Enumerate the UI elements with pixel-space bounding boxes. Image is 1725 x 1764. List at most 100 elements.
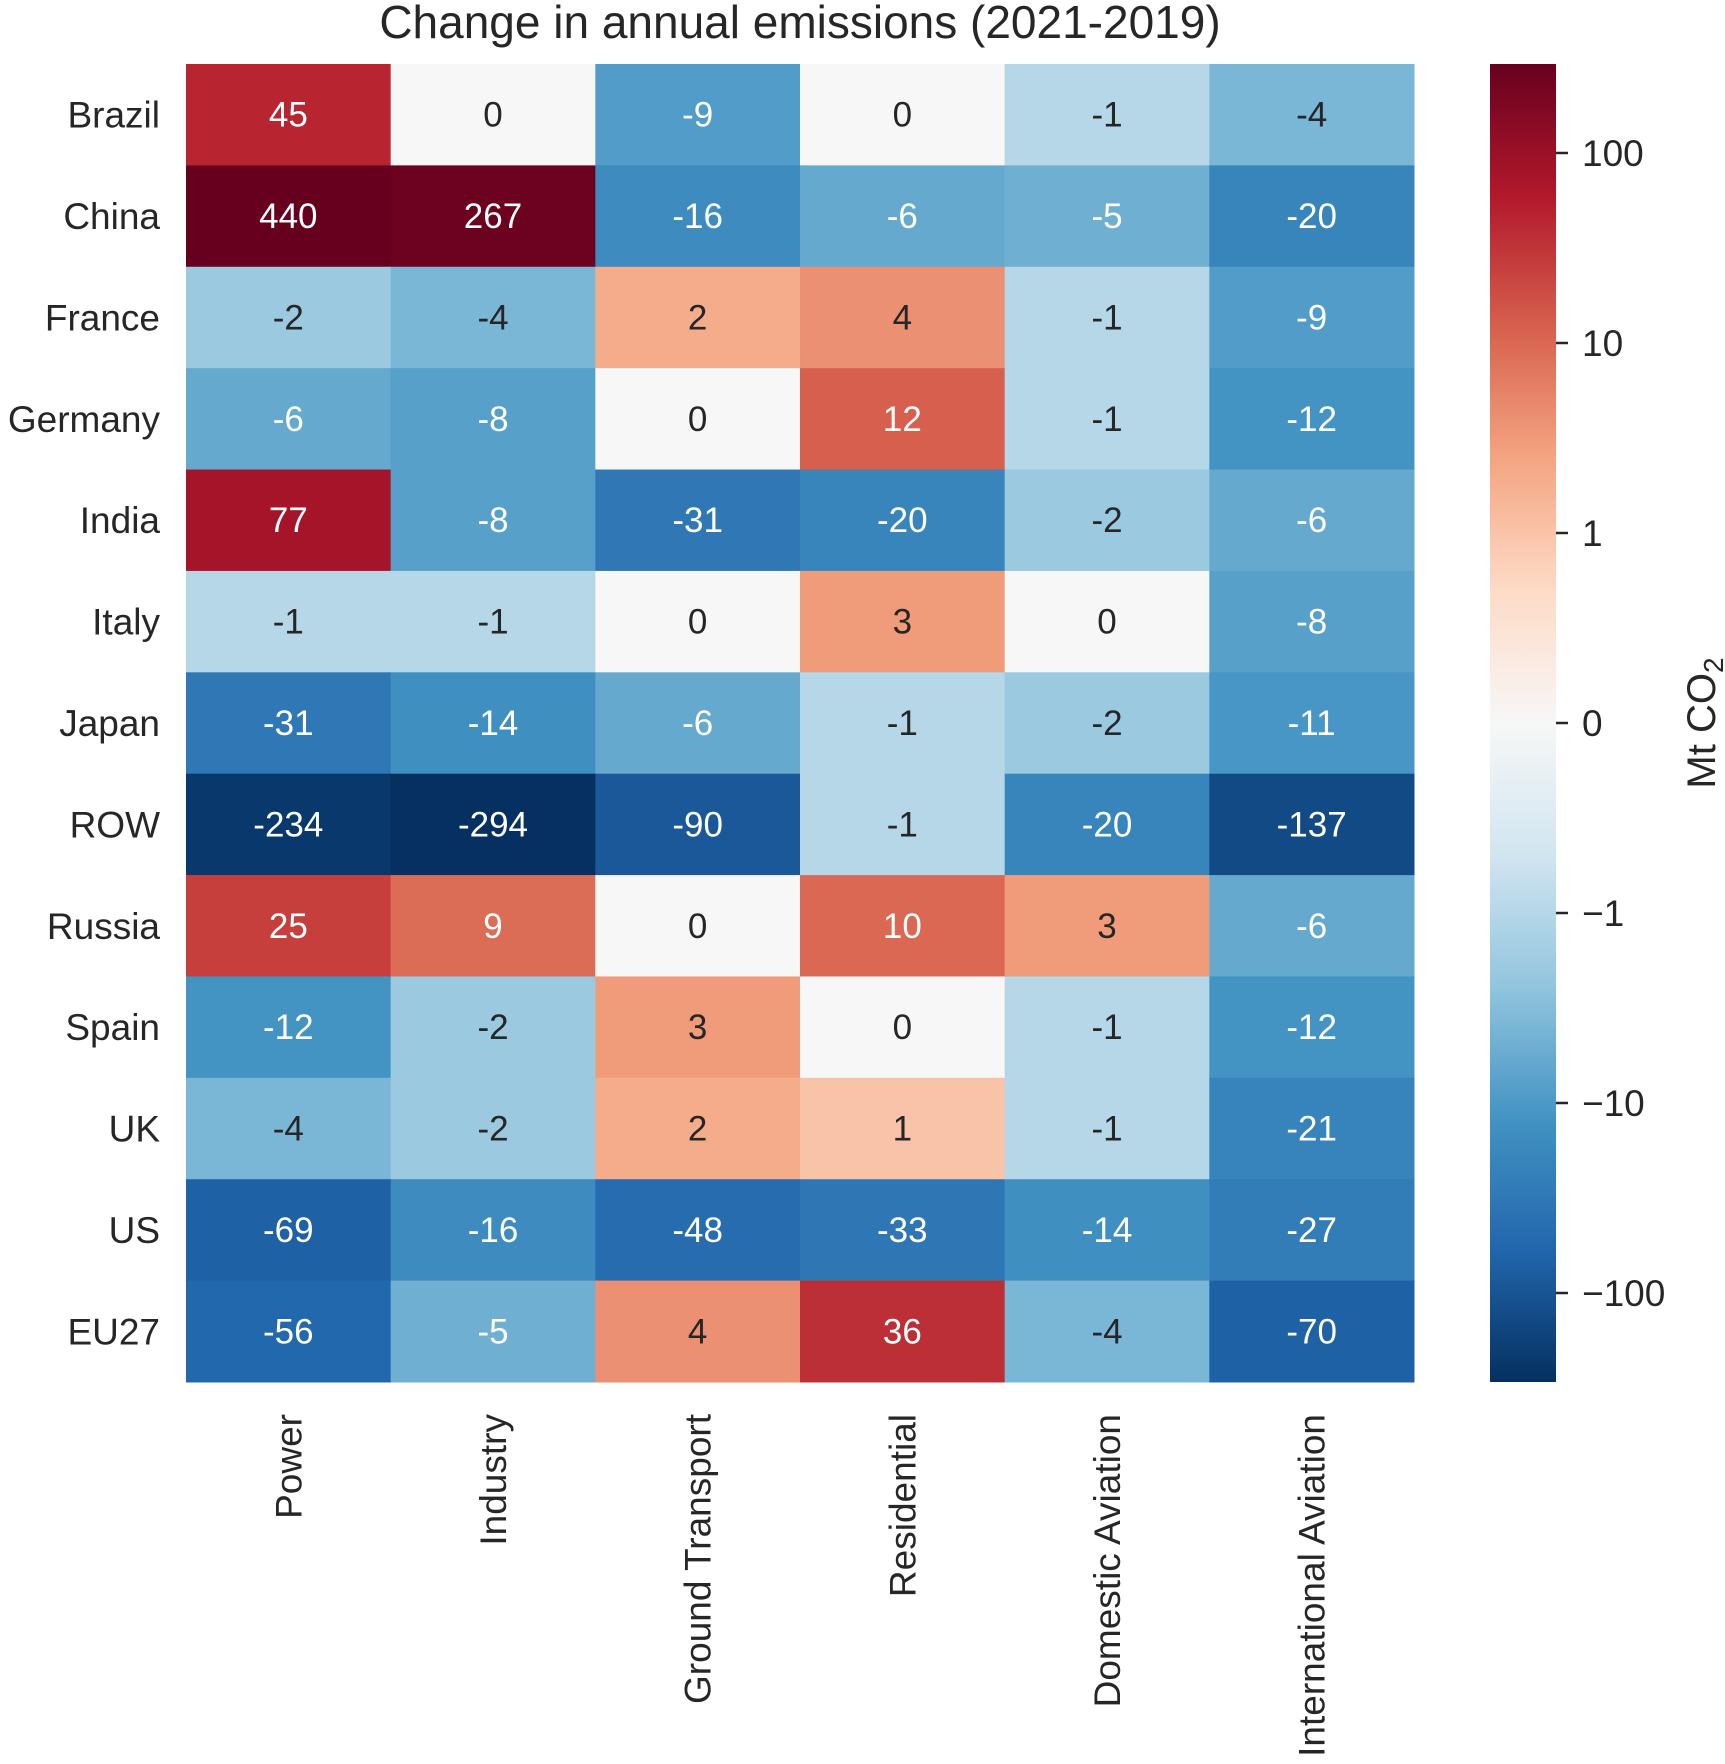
cell-value-label: -294 <box>458 805 528 844</box>
heatmap-cell <box>595 1280 801 1383</box>
heatmap-cell <box>390 1280 596 1383</box>
heatmap-cell <box>1004 1077 1210 1180</box>
colorbar-label-subscript: 2 <box>1698 657 1725 673</box>
cell-value-label: 0 <box>893 1008 912 1047</box>
cell-value-label: 3 <box>1097 907 1116 946</box>
heatmap-cell <box>1004 165 1210 268</box>
row-label: France <box>45 297 160 338</box>
heatmap-cell <box>800 368 1006 471</box>
cell-value-label: -1 <box>477 603 508 642</box>
cell-value-label: -234 <box>253 805 323 844</box>
heatmap-cell <box>1209 672 1415 775</box>
cell-value-label: -6 <box>682 704 713 743</box>
heatmap-cell <box>595 1077 801 1180</box>
heatmap-cell <box>1004 976 1210 1079</box>
heatmap-cell <box>800 165 1006 268</box>
heatmap-cell <box>1004 266 1210 369</box>
row-label: Germany <box>8 399 161 440</box>
heatmap-cell <box>186 570 392 673</box>
cell-value-label: -2 <box>477 1110 508 1149</box>
cell-value-label: -69 <box>263 1211 314 1250</box>
cell-value-label: -12 <box>1286 400 1337 439</box>
heatmap-cell <box>186 64 392 166</box>
heatmap-cell <box>595 570 801 673</box>
heatmap-cell <box>1004 570 1210 673</box>
heatmap-cell <box>1209 368 1415 471</box>
cell-value-label: -2 <box>477 1008 508 1047</box>
heatmap-cell <box>186 1077 392 1180</box>
colorbar-gradient <box>1490 64 1556 1382</box>
heatmap-cell <box>1209 469 1415 572</box>
heatmap-cell <box>800 266 1006 369</box>
cell-value-label: -20 <box>1286 197 1337 236</box>
cell-value-label: -56 <box>263 1312 314 1351</box>
cell-value-label: 0 <box>688 603 707 642</box>
cell-value-label: -31 <box>263 704 314 743</box>
heatmap-cell <box>800 1179 1006 1282</box>
column-label: Industry <box>473 1414 514 1546</box>
cell-value-label: -21 <box>1286 1110 1337 1149</box>
cell-value-label: -1 <box>1091 400 1122 439</box>
heatmap-cell <box>390 368 596 471</box>
heatmap-cell <box>595 1179 801 1282</box>
cell-value-label: -90 <box>672 805 723 844</box>
cell-value-label: -1 <box>1091 1008 1122 1047</box>
heatmap-cell <box>1004 1280 1210 1383</box>
heatmap-cell <box>595 64 801 166</box>
cell-value-label: 1 <box>893 1110 912 1149</box>
cell-value-label: -48 <box>672 1211 723 1250</box>
cell-value-label: -6 <box>1296 907 1327 946</box>
heatmap-cell <box>1209 1179 1415 1282</box>
cell-value-label: 440 <box>259 197 317 236</box>
cell-value-label: -14 <box>1082 1211 1133 1250</box>
cell-value-label: -8 <box>477 501 508 540</box>
heatmap-cell <box>1209 1077 1415 1180</box>
heatmap-cell <box>800 64 1006 166</box>
cell-value-label: -14 <box>468 704 519 743</box>
heatmap-cell <box>186 1179 392 1282</box>
row-label: Italy <box>92 602 160 643</box>
heatmap-cell <box>186 1280 392 1383</box>
cell-value-label: -1 <box>1091 298 1122 337</box>
heatmap-cell <box>595 368 801 471</box>
row-label: UK <box>109 1109 161 1150</box>
heatmap-cell <box>186 976 392 1079</box>
cell-value-label: -6 <box>1296 501 1327 540</box>
cell-value-label: 0 <box>893 96 912 135</box>
heatmap-cell <box>1209 773 1415 876</box>
heatmap-cell <box>800 773 1006 876</box>
cell-value-label: -5 <box>1091 197 1122 236</box>
heatmap-cell <box>1004 672 1210 775</box>
column-label: Ground Transport <box>678 1413 719 1704</box>
cell-value-label: 2 <box>688 1110 707 1149</box>
colorbar-tick-label: 0 <box>1582 703 1603 744</box>
heatmap-cell <box>595 875 801 977</box>
heatmap-cell <box>186 368 392 471</box>
cell-value-label: 10 <box>883 907 922 946</box>
heatmap-cell <box>186 266 392 369</box>
row-label: ROW <box>70 804 161 845</box>
row-label: Spain <box>65 1007 160 1048</box>
heatmap-cell <box>1004 368 1210 471</box>
heatmap-cell <box>390 1179 596 1282</box>
cell-value-label: -12 <box>263 1008 314 1047</box>
cell-value-label: 3 <box>688 1008 707 1047</box>
column-label: Power <box>268 1414 309 1519</box>
cell-value-label: -4 <box>1091 1312 1122 1351</box>
cell-value-label: 12 <box>883 400 922 439</box>
cell-value-label: -1 <box>887 805 918 844</box>
cell-value-label: -20 <box>1082 805 1133 844</box>
heatmap-cell <box>390 976 596 1079</box>
cell-value-label: -4 <box>273 1110 304 1149</box>
cell-value-label: 3 <box>893 603 912 642</box>
row-label: Russia <box>47 906 161 947</box>
cell-value-label: -8 <box>477 400 508 439</box>
cell-value-label: -9 <box>682 96 713 135</box>
cell-value-label: 0 <box>688 907 707 946</box>
row-label: China <box>63 196 160 237</box>
cell-value-label: -1 <box>887 704 918 743</box>
column-label: Domestic Aviation <box>1087 1414 1128 1707</box>
cell-value-label: -1 <box>1091 96 1122 135</box>
cell-value-label: 45 <box>269 96 308 135</box>
